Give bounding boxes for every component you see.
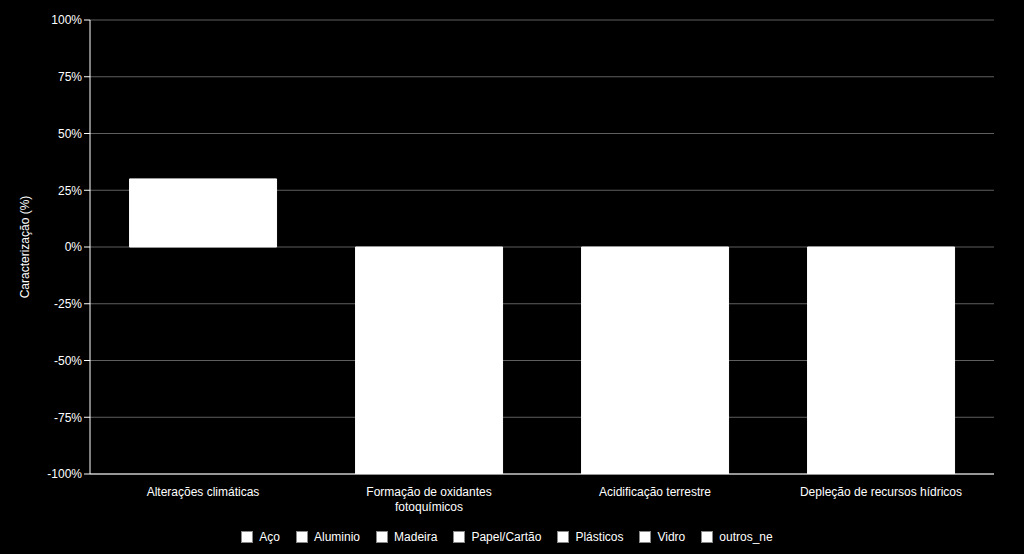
- svg-text:-75%: -75%: [54, 411, 82, 425]
- html-text:Madeira: Madeira: [394, 530, 438, 544]
- svg-text:-25%: -25%: [54, 297, 82, 311]
- html-text:Aluminio: Aluminio: [314, 530, 360, 544]
- svg-text:25%: 25%: [58, 184, 82, 198]
- svg-text:50%: 50%: [58, 127, 82, 141]
- svg-text:Acidificação terrestre: Acidificação terrestre: [599, 485, 711, 499]
- html-text:Vidro: Vidro: [657, 530, 686, 544]
- svg-text:-50%: -50%: [54, 354, 82, 368]
- html-text:Plásticos: Plásticos: [575, 530, 624, 544]
- svg-text:Formação de oxidantesfotoquími: Formação de oxidantesfotoquímicos: [366, 485, 491, 514]
- svg-text:75%: 75%: [58, 70, 82, 84]
- html-text:Aço: Aço: [259, 530, 280, 544]
- svg-text:0%: 0%: [65, 240, 83, 254]
- svg-text:100%: 100%: [51, 13, 82, 27]
- html-text:outros_ne: outros_ne: [719, 530, 773, 544]
- svg-text:-100%: -100%: [47, 467, 82, 481]
- svg-text:Depleção de recursos hídricos: Depleção de recursos hídricos: [800, 485, 962, 499]
- svg-text:Alterações climáticas: Alterações climáticas: [147, 485, 260, 499]
- html-text:Papel/Cartão: Papel/Cartão: [471, 530, 542, 544]
- svg-text:Caracterização (%): Caracterização (%): [18, 196, 32, 299]
